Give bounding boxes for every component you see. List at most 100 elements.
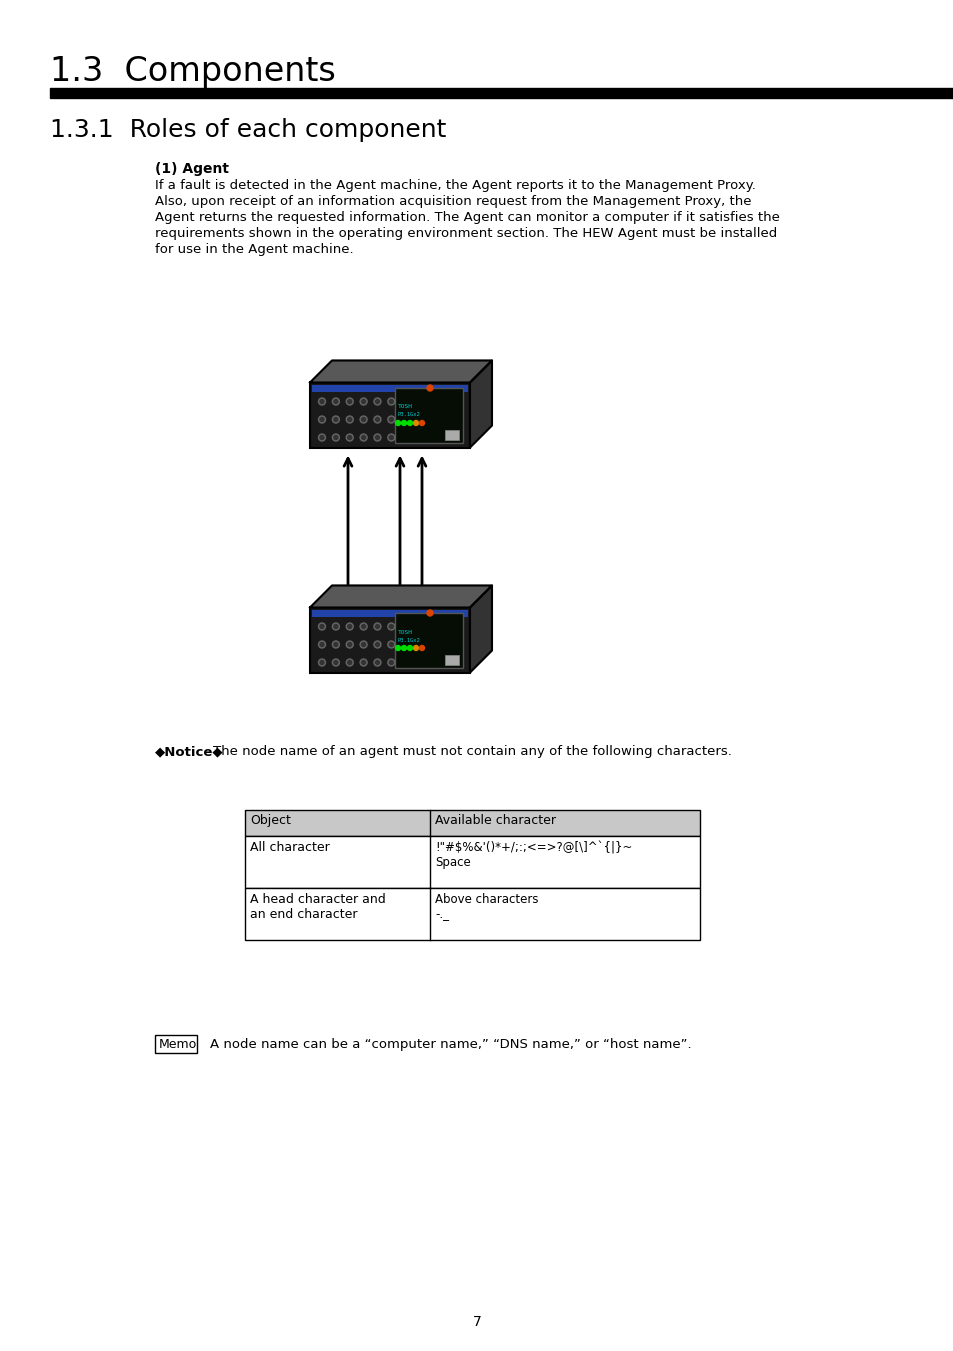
Circle shape — [388, 640, 395, 648]
Circle shape — [346, 416, 353, 423]
Circle shape — [332, 623, 339, 630]
Bar — [395, 388, 462, 443]
Text: 1.3.1  Roles of each component: 1.3.1 Roles of each component — [50, 118, 446, 142]
Circle shape — [407, 420, 412, 426]
Text: TOSH: TOSH — [397, 630, 413, 635]
Circle shape — [389, 661, 393, 665]
Circle shape — [374, 399, 380, 405]
Bar — [245, 888, 700, 940]
Polygon shape — [470, 585, 492, 673]
Circle shape — [375, 417, 379, 422]
Circle shape — [361, 661, 365, 665]
Circle shape — [375, 435, 379, 439]
Circle shape — [401, 646, 406, 650]
Text: P3.1Gx2: P3.1Gx2 — [397, 638, 420, 643]
Circle shape — [346, 399, 353, 405]
Circle shape — [332, 640, 339, 648]
Circle shape — [319, 661, 324, 665]
Circle shape — [346, 640, 353, 648]
Circle shape — [348, 643, 352, 647]
Circle shape — [388, 399, 395, 405]
Text: Space: Space — [435, 857, 470, 869]
Circle shape — [413, 646, 418, 650]
Circle shape — [407, 646, 412, 650]
Circle shape — [334, 417, 337, 422]
Circle shape — [361, 643, 365, 647]
Circle shape — [332, 434, 339, 440]
Text: 7: 7 — [472, 1315, 481, 1329]
Circle shape — [348, 624, 352, 628]
Circle shape — [419, 420, 424, 426]
Circle shape — [346, 659, 353, 666]
Circle shape — [359, 416, 367, 423]
Circle shape — [374, 416, 380, 423]
Circle shape — [375, 643, 379, 647]
Text: Object: Object — [250, 815, 291, 827]
Bar — [245, 836, 700, 888]
Circle shape — [318, 416, 325, 423]
Circle shape — [374, 623, 380, 630]
Text: for use in the Agent machine.: for use in the Agent machine. — [154, 243, 354, 255]
Text: -._: -._ — [435, 908, 449, 921]
Circle shape — [348, 400, 352, 404]
Circle shape — [395, 420, 400, 426]
Circle shape — [359, 434, 367, 440]
Circle shape — [389, 643, 393, 647]
Circle shape — [413, 420, 418, 426]
Circle shape — [318, 399, 325, 405]
Circle shape — [318, 659, 325, 666]
Circle shape — [395, 646, 400, 650]
Text: (1) Agent: (1) Agent — [154, 162, 229, 176]
Circle shape — [334, 661, 337, 665]
Text: Available character: Available character — [435, 815, 556, 827]
Circle shape — [359, 659, 367, 666]
Text: TOSH: TOSH — [397, 404, 413, 409]
Text: Above characters: Above characters — [435, 893, 537, 907]
Bar — [444, 430, 458, 439]
Circle shape — [319, 643, 324, 647]
Circle shape — [374, 640, 380, 648]
Circle shape — [348, 661, 352, 665]
Text: an end character: an end character — [250, 908, 357, 921]
Bar — [310, 608, 470, 673]
Circle shape — [374, 434, 380, 440]
Text: A node name can be a “computer name,” “DNS name,” or “host name”.: A node name can be a “computer name,” “D… — [210, 1038, 691, 1051]
Circle shape — [319, 417, 324, 422]
Text: A head character and: A head character and — [250, 893, 385, 907]
Bar — [395, 612, 462, 667]
Text: Agent returns the requested information. The Agent can monitor a computer if it : Agent returns the requested information.… — [154, 211, 779, 224]
Circle shape — [359, 640, 367, 648]
Circle shape — [375, 661, 379, 665]
Bar — [312, 609, 468, 616]
Circle shape — [359, 623, 367, 630]
Circle shape — [319, 400, 324, 404]
Polygon shape — [310, 585, 492, 608]
Circle shape — [388, 434, 395, 440]
Circle shape — [348, 417, 352, 422]
Circle shape — [388, 416, 395, 423]
Circle shape — [401, 420, 406, 426]
Bar — [310, 382, 470, 447]
Circle shape — [346, 434, 353, 440]
Circle shape — [318, 434, 325, 440]
Bar — [444, 654, 458, 665]
Circle shape — [374, 659, 380, 666]
Circle shape — [334, 643, 337, 647]
Circle shape — [388, 623, 395, 630]
Text: !"#$%&'()*+/;:;<=>?@[\]^`{|}~: !"#$%&'()*+/;:;<=>?@[\]^`{|}~ — [435, 842, 632, 854]
Circle shape — [375, 400, 379, 404]
Text: P3.1Gx2: P3.1Gx2 — [397, 412, 420, 417]
Circle shape — [348, 435, 352, 439]
Bar — [245, 811, 700, 836]
Text: Memo: Memo — [159, 1038, 197, 1051]
Text: ◆Notice◆: ◆Notice◆ — [154, 744, 223, 758]
Circle shape — [389, 400, 393, 404]
Circle shape — [318, 640, 325, 648]
Text: requirements shown in the operating environment section. The HEW Agent must be i: requirements shown in the operating envi… — [154, 227, 777, 240]
Text: All character: All character — [250, 842, 330, 854]
Circle shape — [319, 624, 324, 628]
Circle shape — [389, 624, 393, 628]
Circle shape — [389, 435, 393, 439]
Circle shape — [375, 624, 379, 628]
Bar — [312, 385, 468, 392]
